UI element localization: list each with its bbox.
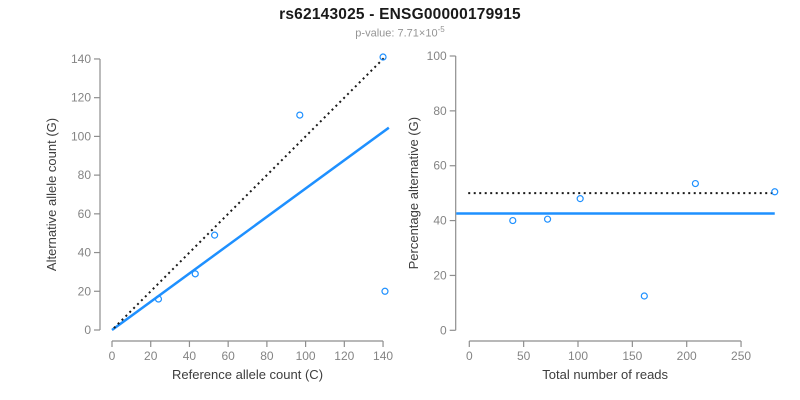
identity-line bbox=[113, 55, 387, 329]
x-tick-label: 120 bbox=[334, 349, 354, 363]
p-value-text: p-value: 7.71×10 bbox=[355, 27, 438, 40]
x-tick-label: 0 bbox=[466, 349, 473, 363]
x-tick-label: 100 bbox=[568, 349, 588, 363]
y-axis-title: Alternative allele count (G) bbox=[44, 118, 59, 271]
data-point bbox=[771, 188, 779, 196]
data-point bbox=[154, 295, 163, 303]
y-tick-label: 0 bbox=[440, 323, 447, 337]
x-tick-label: 140 bbox=[373, 349, 393, 363]
x-tick-label: 0 bbox=[109, 349, 116, 363]
y-tick-label: 40 bbox=[78, 246, 92, 260]
y-tick-label: 20 bbox=[433, 268, 447, 282]
y-tick-label: 80 bbox=[78, 168, 92, 182]
y-tick-label: 20 bbox=[78, 284, 92, 298]
x-tick-label: 40 bbox=[183, 349, 197, 363]
y-tick-label: 60 bbox=[433, 159, 447, 173]
y-tick-label: 120 bbox=[71, 91, 91, 105]
y-tick-label: 100 bbox=[71, 129, 91, 143]
y-tick-label: 0 bbox=[84, 323, 91, 337]
y-tick-label: 80 bbox=[433, 104, 447, 118]
x-tick-label: 150 bbox=[622, 349, 642, 363]
data-point bbox=[691, 179, 699, 188]
data-point bbox=[211, 231, 219, 239]
y-tick-label: 100 bbox=[427, 49, 447, 63]
x-tick-label: 100 bbox=[296, 349, 316, 363]
x-tick-label: 250 bbox=[731, 349, 751, 363]
data-point bbox=[379, 53, 387, 61]
p-value-subtitle: p-value: 7.71×10-5 bbox=[0, 25, 800, 40]
x-tick-label: 200 bbox=[677, 349, 697, 363]
y-tick-label: 40 bbox=[433, 214, 447, 228]
x-tick-label: 80 bbox=[260, 349, 274, 363]
percentage-vs-reads-scatter: 0 20 40 60 80 100 0 50 100 150 200 250 Total number … bbox=[406, 49, 779, 382]
x-tick-label: 20 bbox=[144, 349, 158, 363]
data-point bbox=[191, 270, 199, 278]
y-tick-label: 60 bbox=[78, 207, 92, 221]
data-point bbox=[296, 111, 304, 119]
x-tick-label: 60 bbox=[221, 349, 235, 363]
x-tick-label: 50 bbox=[517, 349, 531, 363]
y-tick-label: 140 bbox=[71, 52, 91, 66]
data-point bbox=[543, 215, 552, 223]
x-axis-title: Total number of reads bbox=[542, 367, 668, 382]
regression-line bbox=[111, 126, 390, 332]
data-point bbox=[640, 292, 648, 300]
y-axis-title: Percentage alternative (G) bbox=[406, 117, 421, 269]
allele-counts-scatter: 0 20 40 60 80 100 120 140 0 20 40 60 80 100 120 140 Refe… bbox=[44, 52, 393, 382]
x-axis-title: Reference allele count (C) bbox=[172, 367, 323, 382]
page-title: rs62143025 - ENSG00000179915 bbox=[279, 6, 521, 23]
data-point bbox=[576, 195, 584, 203]
data-point bbox=[381, 287, 389, 295]
p-value-exponent: -5 bbox=[437, 25, 445, 34]
data-point bbox=[509, 216, 517, 225]
